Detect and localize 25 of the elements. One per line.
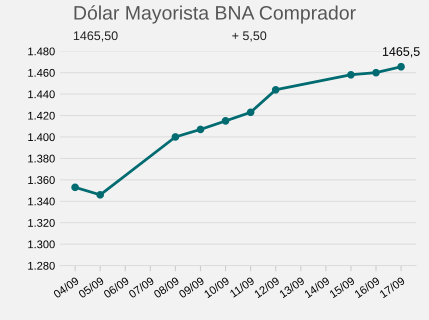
y-tick-label: 1.420 bbox=[28, 112, 55, 120]
point bbox=[96, 191, 104, 199]
point bbox=[272, 86, 280, 94]
y-tick-label: 1.400 bbox=[28, 133, 55, 142]
y-tick-label: 1.300 bbox=[28, 240, 55, 248]
point bbox=[172, 133, 180, 141]
point bbox=[196, 126, 204, 134]
point bbox=[397, 62, 405, 71]
point bbox=[347, 70, 355, 79]
y-tick-label: 1.460 bbox=[28, 68, 55, 77]
point bbox=[246, 108, 254, 116]
y-tick-label: 1.340 bbox=[28, 198, 55, 206]
y-tick-label: 1.480 bbox=[28, 47, 55, 56]
text: + 5,50 bbox=[232, 31, 266, 42]
chart-title: Dólar Mayorista BNA Comprador bbox=[74, 5, 356, 24]
data-label: 1465,5 bbox=[382, 47, 420, 58]
point bbox=[372, 68, 380, 76]
y-tick-label: 1.280 bbox=[28, 262, 55, 270]
point bbox=[71, 184, 79, 192]
y-tick-label: 1.320 bbox=[28, 218, 55, 227]
point bbox=[222, 117, 230, 125]
text: 1465,50 bbox=[74, 31, 118, 42]
y-tick-label: 1.440 bbox=[28, 90, 55, 98]
y-tick-label: 1.380 bbox=[28, 154, 55, 163]
y-tick-label: 1.360 bbox=[28, 176, 55, 184]
